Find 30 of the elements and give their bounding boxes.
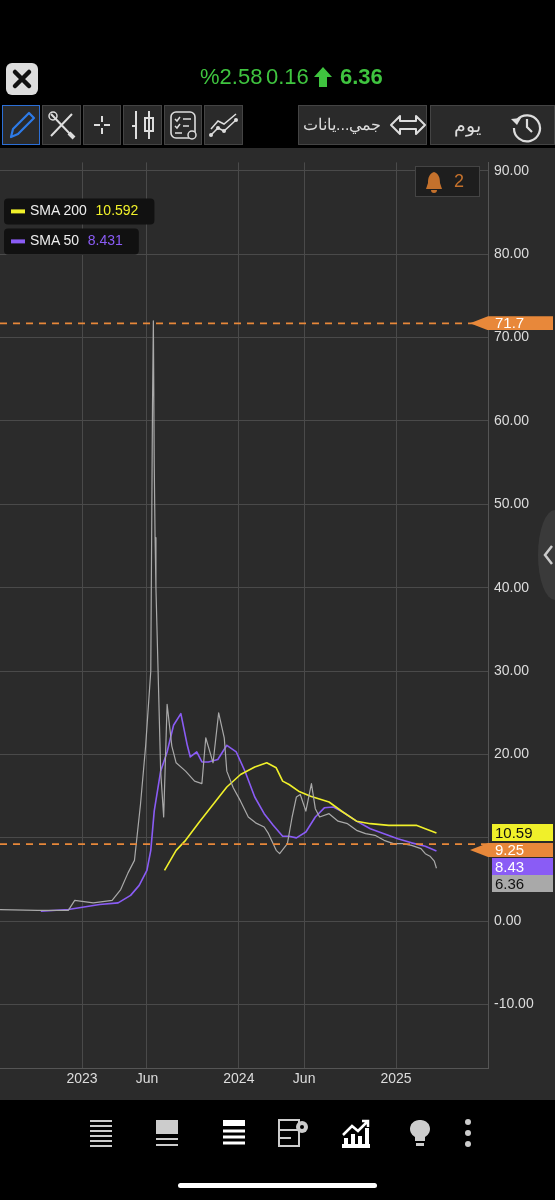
x-tick-label: Jun bbox=[135, 1070, 159, 1087]
text: %2.58 bbox=[200, 64, 263, 90]
legend-label: SMA 200 bbox=[30, 202, 88, 219]
label-tag: 8.43 bbox=[492, 858, 553, 876]
y-tick-label: 60.00 bbox=[494, 411, 530, 428]
x-tick-label: 2024 bbox=[223, 1070, 255, 1087]
text: جمي...يانات bbox=[303, 115, 382, 134]
y-tick-label: 20.00 bbox=[494, 745, 530, 762]
y-tick-label: 0.00 bbox=[494, 912, 522, 929]
x-tick-label: 2025 bbox=[380, 1070, 412, 1087]
y-tick-label: 90.00 bbox=[494, 161, 530, 178]
legend-label: SMA 50 bbox=[30, 232, 80, 249]
y-tick-label: 40.00 bbox=[494, 578, 530, 595]
y-tick-label: 30.00 bbox=[494, 661, 530, 678]
text: 6.36 bbox=[340, 64, 383, 90]
y-tick-label: 80.00 bbox=[494, 244, 530, 261]
annotation: 10.592 bbox=[95, 202, 139, 219]
text: يوم bbox=[454, 114, 481, 137]
y-tick-label: 50.00 bbox=[494, 495, 530, 512]
annotation: 8.431 bbox=[87, 232, 124, 249]
x-tick-label: 2023 bbox=[66, 1070, 98, 1087]
label-tag: 71.7 bbox=[470, 316, 553, 331]
label-tag: 10.59 bbox=[492, 824, 553, 842]
label-tag: 9.25 bbox=[470, 842, 553, 857]
x-tick-label: Jun bbox=[292, 1070, 316, 1087]
annotation: 2 bbox=[454, 171, 465, 192]
y-tick-label: -10.00 bbox=[494, 995, 534, 1012]
text: 0.16 bbox=[266, 64, 309, 90]
label-tag: 6.36 bbox=[492, 875, 553, 893]
y-tick-label: 70.00 bbox=[494, 328, 530, 345]
